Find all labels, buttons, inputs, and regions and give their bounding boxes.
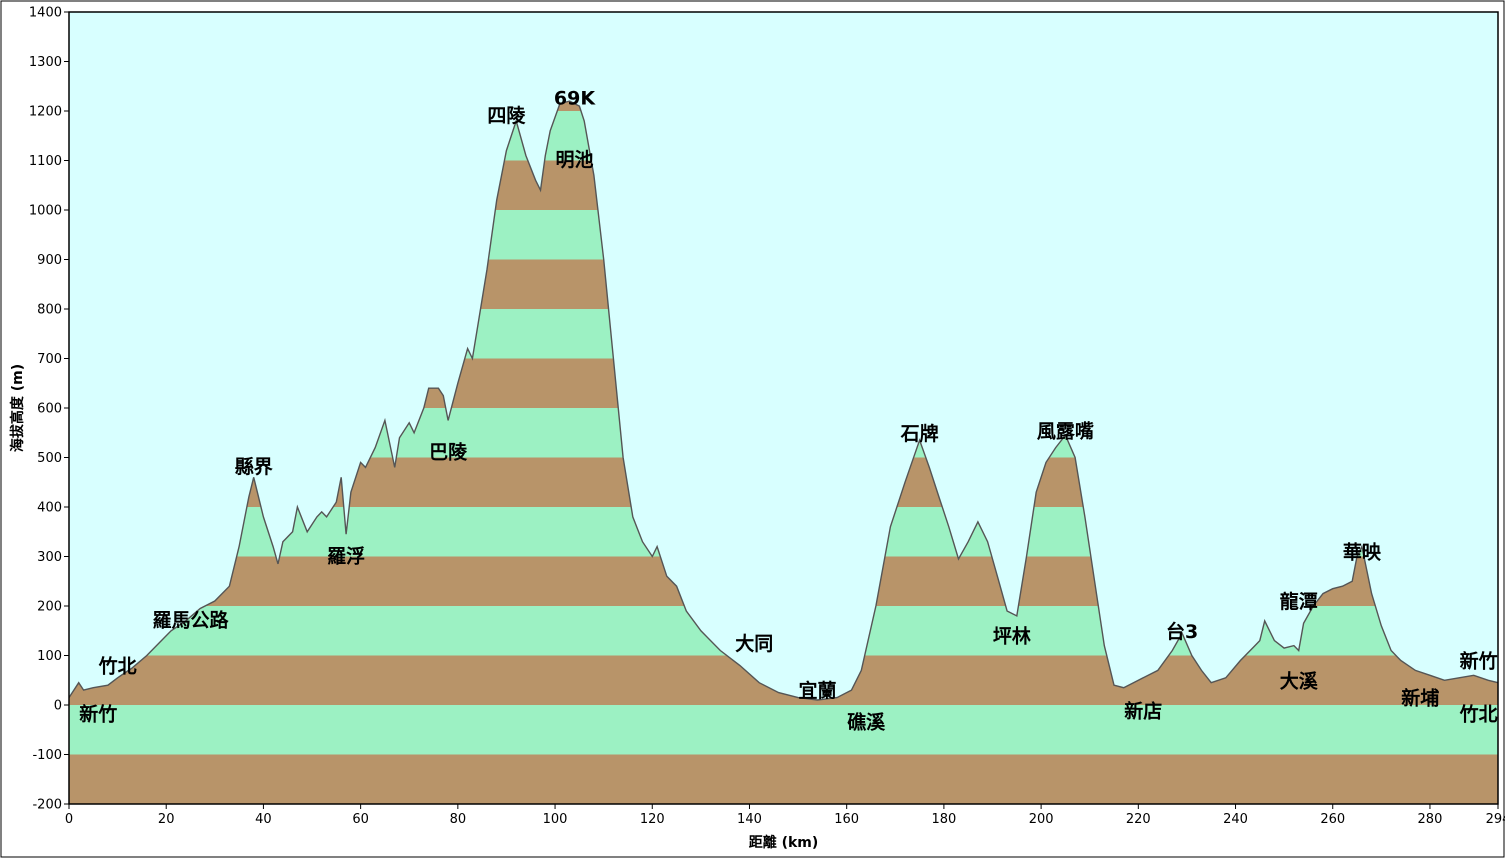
y-axis: -200 -100 0 100 200 300 400 500 600 700 800 900 1000… <box>29 6 69 813</box>
place-label: 風露嘴 <box>1037 420 1094 442</box>
y-tick-label: 0 <box>54 699 62 714</box>
place-label: 新店 <box>1124 699 1162 722</box>
x-tick-label: 280 <box>1418 812 1443 827</box>
place-label: 縣界 <box>235 456 273 478</box>
y-tick-label: -100 <box>32 748 62 763</box>
place-label: 坪林 <box>993 625 1031 648</box>
place-label: 新竹 <box>1460 650 1498 673</box>
y-tick-label: 100 <box>37 649 62 664</box>
y-tick-label: 700 <box>37 352 62 367</box>
x-axis-title: 距離 (km) <box>749 834 819 851</box>
y-tick-label: 1400 <box>29 6 62 21</box>
place-label: 龍潭 <box>1280 590 1318 613</box>
x-tick-label: 20 <box>158 812 175 827</box>
y-tick-label: 300 <box>37 550 62 565</box>
place-label: 羅浮 <box>327 545 365 568</box>
place-label: 華映 <box>1343 541 1382 564</box>
x-axis: 0 20 40 60 80 100 120 140 160 180 200 220 240 260 280 2… <box>65 804 1505 827</box>
x-tick-label: 40 <box>255 812 272 827</box>
place-label: 大溪 <box>1280 669 1319 692</box>
x-tick-label: 180 <box>931 812 956 827</box>
place-label: 明池 <box>555 148 593 171</box>
elevation-band <box>69 754 1498 804</box>
y-axis-title: 海拔高度 (m) <box>9 364 26 452</box>
place-label: 羅馬公路 <box>152 608 229 631</box>
place-label: 新埔 <box>1401 687 1439 710</box>
place-label: 宜蘭 <box>798 679 836 702</box>
y-tick-label: 1300 <box>29 55 62 70</box>
x-tick-label: 100 <box>543 812 568 827</box>
y-tick-label: 800 <box>37 303 62 318</box>
x-tick-label: 294 <box>1486 812 1505 827</box>
place-label: 竹北 <box>1459 702 1498 725</box>
place-label: 四陵 <box>487 104 526 127</box>
y-tick-label: 500 <box>37 451 62 466</box>
place-label: 台3 <box>1166 620 1198 643</box>
place-label: 巴陵 <box>429 441 468 464</box>
x-tick-label: 140 <box>737 812 762 827</box>
place-label: 新竹 <box>79 702 117 725</box>
y-tick-label: 1200 <box>29 105 62 120</box>
place-label: 大同 <box>735 632 773 655</box>
x-tick-label: 60 <box>352 812 369 827</box>
x-tick-label: 240 <box>1223 812 1248 827</box>
y-tick-label: -200 <box>32 798 62 813</box>
x-tick-label: 200 <box>1029 812 1054 827</box>
place-label: 竹北 <box>98 654 137 677</box>
elevation-profile-line <box>68 100 1499 701</box>
y-tick-label: 1100 <box>29 154 62 169</box>
y-tick-label: 400 <box>37 501 62 516</box>
x-tick-label: 0 <box>65 812 73 827</box>
y-tick-label: 900 <box>37 253 62 268</box>
x-tick-label: 220 <box>1126 812 1151 827</box>
y-tick-label: 200 <box>37 600 62 615</box>
place-labels: 新竹竹北羅馬公路縣界羅浮巴陵四陵69K明池大同宜蘭礁溪石牌坪林風露嘴新店台3龍潭… <box>79 88 1497 734</box>
y-tick-label: 600 <box>37 402 62 417</box>
x-tick-label: 80 <box>450 812 467 827</box>
x-tick-label: 160 <box>834 812 859 827</box>
x-tick-label: 260 <box>1320 812 1345 827</box>
x-tick-label: 120 <box>640 812 665 827</box>
place-label: 69K <box>554 88 596 110</box>
place-label: 石牌 <box>900 422 939 445</box>
elevation-band <box>69 705 1498 755</box>
place-label: 礁溪 <box>847 710 886 733</box>
y-tick-label: 1000 <box>29 204 62 219</box>
